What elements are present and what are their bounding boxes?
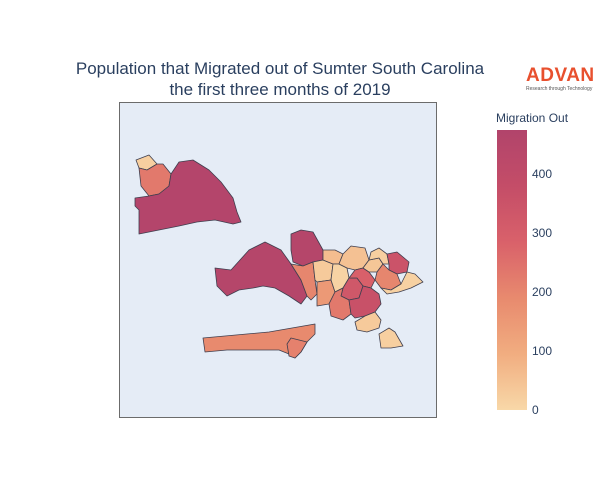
colorbar-gradient [497,130,527,410]
colorbar-tick-label: 0 [532,403,539,417]
colorbar-tick-label: 100 [532,344,553,359]
chart-title: Population that Migrated out of Sumter S… [0,58,560,100]
colorbar-tick-label: 300 [532,226,553,241]
choropleth-map[interactable] [119,102,437,418]
chart-title-line-2: the first three months of 2019 [169,80,391,99]
map-region[interactable] [134,159,242,235]
logo-tagline: Research through Technology [526,86,593,92]
colorbar-tick-label: 400 [532,167,553,182]
advan-logo: ADVAN Research through Technology [526,66,596,92]
map-region[interactable] [354,311,382,333]
map-region[interactable] [348,285,382,319]
map-region[interactable] [386,251,410,275]
colorbar [497,130,527,410]
colorbar-tick-label: 200 [532,285,553,300]
chart-title-line-1: Population that Migrated out of Sumter S… [75,59,485,78]
map-region[interactable] [214,241,308,305]
map-region[interactable] [312,259,334,283]
map-regions[interactable] [134,154,424,359]
map-region[interactable] [380,271,424,295]
colorbar-title: Migration Out [496,111,569,125]
map-region[interactable] [378,327,404,349]
logo-wordmark: ADVAN [526,65,595,86]
map-region[interactable] [286,337,308,359]
